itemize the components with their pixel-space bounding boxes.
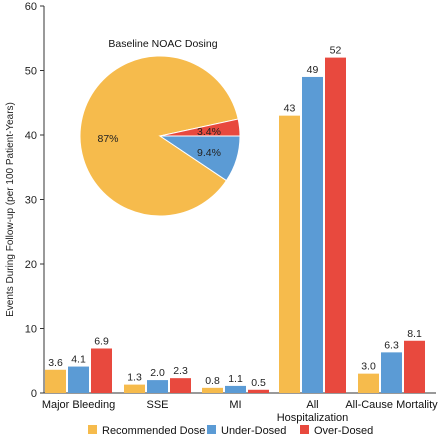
- inset-pie: 87% 9.4% 3.4%: [79, 55, 241, 217]
- bar-5-2: [381, 352, 402, 393]
- pie-slice-label: 87%: [97, 133, 118, 145]
- bar-1-1: [45, 369, 66, 393]
- legend-label: Over-Dosed: [314, 425, 373, 437]
- bar-3-3: [248, 389, 269, 393]
- legend-swatch: [300, 425, 309, 434]
- y-tick-label: 30: [25, 195, 37, 207]
- x-category-label: SSE: [146, 399, 168, 411]
- bar-1-3: [91, 348, 112, 393]
- legend-swatch: [207, 425, 216, 434]
- pie-title: Baseline NOAC Dosing: [108, 38, 217, 50]
- y-tick-label: 40: [25, 130, 37, 142]
- legend: Recommended Dose Under-Dosed Over-Dosed: [88, 425, 373, 437]
- y-tick-label: 0: [31, 388, 37, 400]
- x-category-label: All: [306, 399, 318, 411]
- y-axis-label: Events During Follow-up (per 100 Patient…: [5, 102, 16, 317]
- bar-value-label: 49: [307, 64, 319, 76]
- pie-slice-label: 9.4%: [197, 147, 221, 159]
- x-category-label: Hospitalization: [277, 412, 349, 424]
- y-tick-label: 60: [25, 1, 37, 13]
- bar-3-2: [225, 385, 246, 393]
- x-category-label: All-Cause Mortality: [345, 399, 438, 411]
- bar-value-label: 4.1: [71, 354, 86, 366]
- bar-value-label: 3.6: [48, 357, 63, 369]
- bar-value-label: 1.1: [228, 373, 243, 385]
- bar-2-3: [170, 378, 191, 393]
- pie-slice-label: 3.4%: [197, 126, 221, 138]
- bar-4-3: [325, 57, 346, 393]
- bar-value-label: 2.3: [173, 365, 188, 377]
- legend-label: Recommended Dose: [102, 425, 205, 437]
- bar-1-2: [68, 366, 89, 393]
- x-category-label: Major Bleeding: [42, 399, 115, 411]
- pie-slice-3: [159, 118, 241, 137]
- bar-value-label: 0.8: [205, 375, 220, 387]
- bar-value-label: 3.0: [361, 361, 376, 373]
- y-tick-label: 50: [25, 66, 37, 78]
- bar-value-label: 1.3: [127, 372, 142, 384]
- legend-label: Under-Dosed: [221, 425, 286, 437]
- bar-value-label: 6.3: [384, 339, 399, 351]
- bars: 3.6 4.1 6.9 1.3 2.0 2.3 0.8 1.1 0.5 43 49 52 3.0 6.3 8…: [45, 45, 425, 394]
- bar-value-label: 43: [284, 103, 296, 115]
- y-tick-label: 10: [25, 324, 37, 336]
- axes: 0 10 20 30 40 50 60 Major Bleeding SSE MI AllHospi…: [25, 1, 438, 424]
- bar-2-1: [124, 384, 145, 393]
- x-category-label: MI: [229, 399, 241, 411]
- bar-value-label: 2.0: [150, 367, 165, 379]
- y-tick-label: 20: [25, 259, 37, 271]
- bar-4-1: [279, 115, 300, 394]
- bar-value-label: 0.5: [251, 377, 266, 389]
- legend-swatch: [88, 425, 97, 434]
- bar-5-1: [358, 373, 379, 393]
- bar-2-2: [147, 380, 168, 393]
- bar-value-label: 6.9: [94, 335, 109, 347]
- bar-value-label: 52: [330, 45, 342, 57]
- bar-value-label: 8.1: [407, 328, 422, 340]
- bar-3-1: [202, 387, 223, 393]
- bar-5-3: [404, 340, 425, 393]
- bar-4-2: [302, 76, 323, 393]
